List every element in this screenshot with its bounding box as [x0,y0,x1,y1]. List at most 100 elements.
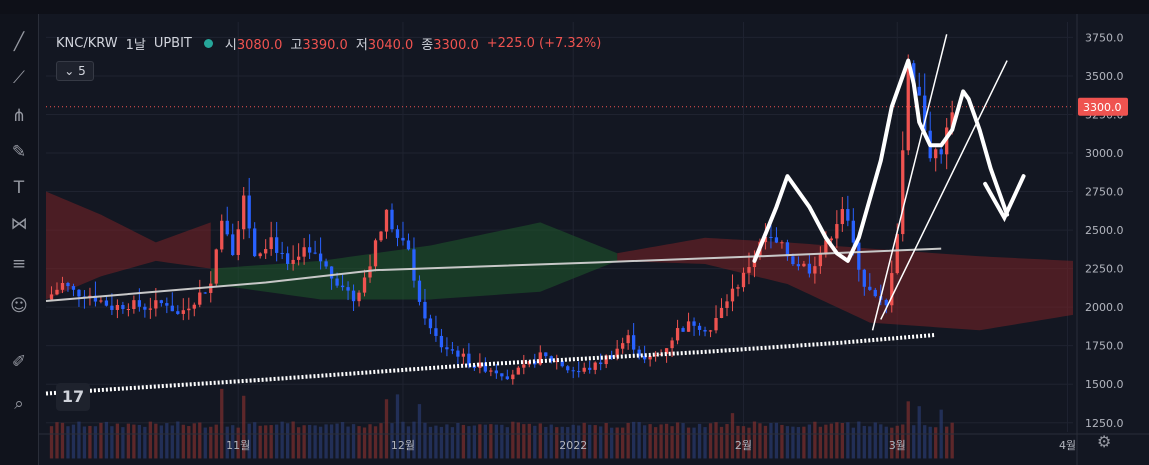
price-tick-label: 1500.0 [1085,378,1124,391]
hand-drawing [752,34,1026,331]
candle-body [621,343,625,349]
candle-body [511,374,515,380]
candle-body [192,304,196,309]
high-value: 3390.0 [302,38,348,53]
candle-body [187,308,191,311]
volume-bar [582,422,586,459]
candle-body [291,259,295,264]
price-tick-label: 3500.0 [1085,70,1124,83]
volume-bar [851,427,855,459]
emoji-icon[interactable]: ☺ [10,296,28,316]
candle-body [648,355,652,360]
volume-bar [439,426,444,459]
volume-bar [769,423,773,459]
candle-body [566,366,570,371]
candle-body [253,228,257,257]
candle-body [802,263,806,267]
pattern-icon[interactable]: ⋈ [10,214,28,234]
candle-body [544,352,548,357]
lines-icon[interactable]: ≡ [11,254,27,274]
volume-bar [450,427,455,459]
volume-bar [143,426,147,459]
candle-body [653,355,658,357]
volume-bar [505,427,509,459]
price-tick-label: 1750.0 [1085,340,1124,353]
line-tool-icon[interactable]: ╱ [13,32,25,52]
candle-body [93,295,98,302]
volume-bar [796,427,801,459]
volume-bar [511,421,515,459]
ruler-icon[interactable]: ⟋ [13,68,25,88]
candle-body [708,330,713,332]
volume-bar [945,426,949,459]
volume-bar [214,424,218,459]
ma-fast-line [45,247,942,302]
volume-bar [555,427,559,459]
volume-bar [807,424,812,459]
symbol-name[interactable]: KNC/KRW [56,36,118,51]
candle-body [181,310,185,314]
indicator-count: 5 [78,64,86,78]
time-tick-label: 4월 [1059,439,1076,452]
candle-body [220,220,224,250]
candle-body [214,249,218,284]
volume-bar [148,421,152,459]
candle-body [269,237,273,250]
volume-bar [527,423,531,459]
volume-bar [719,426,724,459]
candle-body [66,282,70,287]
candle-body [637,349,641,356]
zoom-icon[interactable]: ⌕ [14,394,24,414]
candle-body [236,229,240,255]
pencil-icon[interactable]: ✐ [11,352,27,372]
close-label: 종 [421,38,434,53]
volume-bar [247,423,251,459]
candle-body [851,220,855,243]
channel-line-upper [871,34,948,331]
volume-bar [901,424,905,459]
volume-bar [648,424,652,459]
volume-bar [494,424,498,459]
candle-body [807,263,812,274]
volume-bar [593,425,597,459]
price-chart[interactable]: 1250.0 1500.0 1750.0 2000.0 2250.0 2500.0 2750… [38,14,1149,465]
volume-bar [159,425,163,459]
indicator-toggle-button[interactable]: ⌄ 5 [56,61,94,81]
volume-bar [621,427,625,459]
volume-bar [873,422,877,459]
time-tick-label: 12월 [391,439,415,452]
volume-bar [291,421,295,459]
volume-bar [318,426,323,459]
text-icon[interactable]: T [13,178,25,198]
volume-bar [928,426,932,459]
candle-body [714,317,718,331]
candle-body [456,350,460,357]
gear-icon[interactable]: ⚙ [1097,432,1112,451]
volume-bar [675,422,680,459]
brush-icon[interactable]: ✎ [11,142,27,162]
candle-body [467,353,471,366]
volume-bar [82,426,87,459]
candle-body [401,237,405,241]
volume-bar [88,425,92,459]
volume-bar [478,424,482,459]
volume-bar [253,422,257,459]
volume-bar [373,426,378,459]
interval-label[interactable]: 1날 [125,38,146,53]
candle-body [873,289,877,297]
volume-bar [549,424,553,459]
volume-bar [346,426,350,459]
candle-body [104,300,109,306]
candle-body [209,283,213,293]
fork-icon[interactable]: ⋔ [11,106,27,126]
candle-body [697,325,702,330]
candle-body [275,237,279,253]
volume-bar [599,426,603,459]
candle-body [329,266,334,279]
time-tick-label: 11월 [226,439,250,452]
volume-bar [49,426,54,459]
candle-body [835,224,839,239]
volume-bar [340,422,345,459]
time-axis: 11월 12월 2022 2월 3월 4월 [38,433,1149,452]
volume-bar [236,427,240,459]
